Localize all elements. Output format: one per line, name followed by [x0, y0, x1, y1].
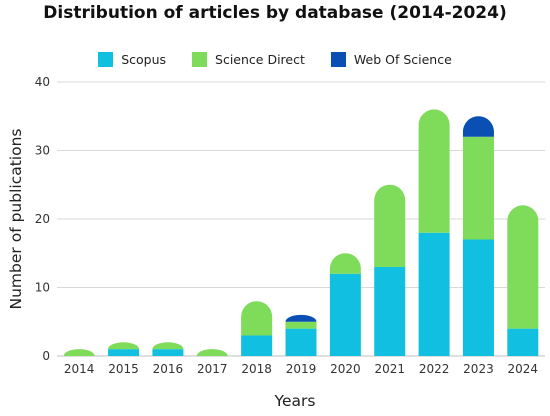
- bar-science-direct-2016: [152, 342, 184, 350]
- legend: Scopus Science Direct Web Of Science: [0, 52, 550, 67]
- bars: [63, 109, 539, 356]
- y-tick-label: 30: [35, 144, 50, 158]
- x-tick-label: 2019: [286, 362, 317, 376]
- bar-scopus-2018: [241, 335, 273, 356]
- bar-science-direct-2018: [241, 301, 273, 336]
- bar-science-direct-2014: [63, 349, 95, 356]
- y-tick-label: 0: [42, 349, 50, 363]
- bar-science-direct-2023: [462, 136, 494, 240]
- x-tick-label: 2017: [197, 362, 228, 376]
- bar-scopus-2016: [152, 349, 184, 356]
- legend-label-web-of-science: Web Of Science: [353, 52, 452, 67]
- bar-web-of-science-2023: [462, 116, 494, 137]
- legend-label-science-direct: Science Direct: [215, 52, 305, 67]
- bar-scopus-2021: [374, 266, 406, 356]
- y-tick-label: 20: [35, 212, 50, 226]
- legend-label-scopus: Scopus: [121, 52, 167, 67]
- bar-scopus-2019: [285, 328, 317, 356]
- bar-web-of-science-2019: [285, 314, 317, 322]
- legend-item-web-of-science: Web Of Science: [330, 52, 452, 67]
- bar-science-direct-2019: [285, 321, 317, 329]
- bar-science-direct-2020: [329, 253, 361, 274]
- bar-science-direct-2021: [374, 184, 406, 267]
- x-tick-label: 2023: [463, 362, 494, 376]
- legend-swatch-science-direct: [192, 52, 208, 67]
- bar-science-direct-2024: [507, 205, 539, 329]
- y-tick-label: 40: [35, 75, 50, 89]
- bar-scopus-2024: [507, 328, 539, 356]
- bar-scopus-2015: [108, 349, 140, 356]
- bar-science-direct-2017: [196, 349, 228, 356]
- x-tick-label: 2022: [419, 362, 450, 376]
- y-axis-label: Number of publications: [7, 129, 25, 310]
- bar-scopus-2023: [462, 239, 494, 356]
- x-tick-label: 2015: [108, 362, 139, 376]
- x-tick-label: 2020: [330, 362, 361, 376]
- bar-scopus-2022: [418, 232, 450, 356]
- x-tick-label: 2016: [153, 362, 184, 376]
- x-tick-labels: 2014 2015 2016 2017 2018 2019 2020 2021 2022 2023…: [64, 362, 538, 376]
- legend-item-science-direct: Science Direct: [192, 52, 305, 67]
- y-tick-label: 10: [35, 281, 50, 295]
- legend-swatch-web-of-science: [330, 52, 346, 67]
- x-axis-label: Years: [274, 392, 316, 410]
- x-tick-label: 2018: [241, 362, 272, 376]
- bar-science-direct-2015: [108, 342, 140, 350]
- bar-scopus-2020: [329, 273, 361, 356]
- x-tick-label: 2014: [64, 362, 95, 376]
- y-tick-labels: 0 10 20 30 40: [35, 75, 50, 363]
- bar-science-direct-2022: [418, 109, 450, 233]
- chart-title: Distribution of articles by database (20…: [43, 3, 507, 23]
- x-tick-label: 2021: [374, 362, 405, 376]
- x-tick-label: 2024: [508, 362, 539, 376]
- legend-item-scopus: Scopus: [98, 52, 166, 67]
- legend-swatch-scopus: [98, 52, 114, 67]
